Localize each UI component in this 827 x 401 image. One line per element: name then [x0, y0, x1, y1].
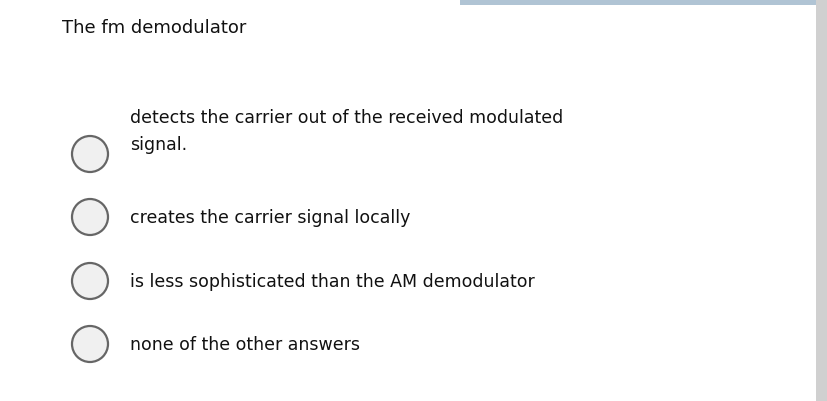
Ellipse shape	[72, 137, 108, 172]
Text: The fm demodulator: The fm demodulator	[62, 19, 246, 37]
Ellipse shape	[72, 326, 108, 362]
Ellipse shape	[72, 200, 108, 235]
Text: creates the carrier signal locally: creates the carrier signal locally	[130, 209, 410, 227]
Bar	[460, 0, 819, 6]
Text: signal.: signal.	[130, 136, 187, 154]
Text: detects the carrier out of the received modulated: detects the carrier out of the received …	[130, 109, 562, 127]
Ellipse shape	[72, 263, 108, 299]
Text: none of the other answers: none of the other answers	[130, 335, 360, 353]
Text: is less sophisticated than the AM demodulator: is less sophisticated than the AM demodu…	[130, 272, 534, 290]
Bar	[815, 0, 827, 401]
